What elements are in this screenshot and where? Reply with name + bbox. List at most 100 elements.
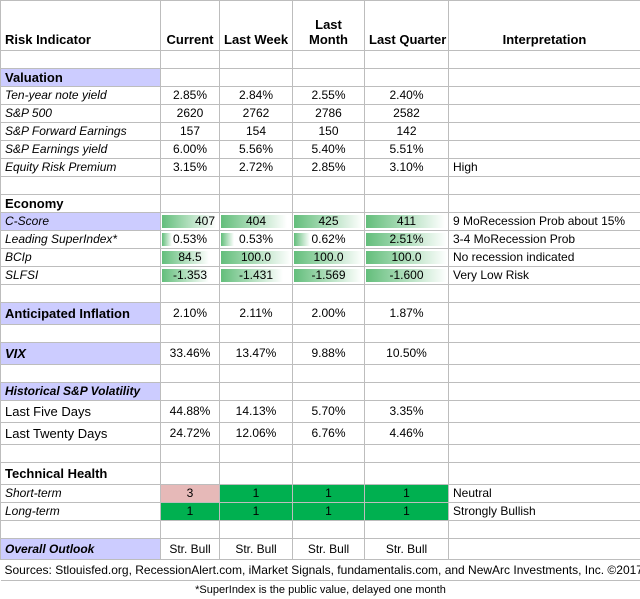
row-label: VIX	[1, 343, 161, 365]
value-last-quarter: 2582	[365, 105, 449, 123]
interpretation-cell	[449, 87, 640, 105]
value-current: 2.10%	[161, 303, 220, 325]
header-risk-indicator: Risk Indicator	[1, 1, 161, 51]
row-label: Last Five Days	[1, 401, 161, 423]
value-last-month: 9.88%	[293, 343, 365, 365]
table-row: Long-term 1 1 1 1 Strongly Bullish	[1, 503, 640, 521]
row-label: SLFSI	[1, 267, 161, 285]
section-title-volatility: Historical S&P Volatility	[1, 383, 161, 401]
value-current: 2.85%	[161, 87, 220, 105]
databar-cell: 404	[220, 213, 293, 231]
databar-cell: 100.0	[365, 249, 449, 267]
value-current: Str. Bull	[161, 539, 220, 560]
row-label: Last Twenty Days	[1, 423, 161, 445]
databar-cell: 2.51%	[365, 231, 449, 249]
interpretation-cell: Neutral	[449, 485, 640, 503]
footnote-text: *SuperIndex is the public value, delayed…	[1, 581, 640, 599]
row-label: BCIp	[1, 249, 161, 267]
value-last-week: 13.47%	[220, 343, 293, 365]
interpretation-cell: High	[449, 159, 640, 177]
interpretation-cell: Very Low Risk	[449, 267, 640, 285]
value-current: 3.15%	[161, 159, 220, 177]
row-label: Overall Outlook	[1, 539, 161, 560]
value-last-week: 5.56%	[220, 141, 293, 159]
row-label: S&P Earnings yield	[1, 141, 161, 159]
value-last-week: 2.72%	[220, 159, 293, 177]
value-last-quarter: 4.46%	[365, 423, 449, 445]
section-title-technical: Technical Health	[1, 463, 161, 485]
value-current: 3	[161, 485, 220, 503]
value-current: 44.88%	[161, 401, 220, 423]
value-last-quarter: 5.51%	[365, 141, 449, 159]
interpretation-cell: 9 MoRecession Prob about 15%	[449, 213, 640, 231]
table-row: BCIp 84.5 100.0 100.0 100.0 No recession…	[1, 249, 640, 267]
value-last-week: 154	[220, 123, 293, 141]
header-row: Risk Indicator Current Last Week Last Mo…	[1, 1, 640, 51]
value-last-quarter: 142	[365, 123, 449, 141]
row-label: Short-term	[1, 485, 161, 503]
value-last-quarter: 1	[365, 485, 449, 503]
value-last-quarter: 10.50%	[365, 343, 449, 365]
databar-cell: -1.431	[220, 267, 293, 285]
section-technical: Technical Health	[1, 463, 640, 485]
row-label: Long-term	[1, 503, 161, 521]
value-last-quarter: 3.10%	[365, 159, 449, 177]
sources-row: Sources: Stlouisfed.org, RecessionAlert.…	[1, 560, 640, 581]
table-row: Last Five Days 44.88% 14.13% 5.70% 3.35%	[1, 401, 640, 423]
interpretation-cell	[449, 141, 640, 159]
value-last-quarter: 1.87%	[365, 303, 449, 325]
databar-cell: -1.353	[161, 267, 220, 285]
value-last-month: Str. Bull	[293, 539, 365, 560]
interpretation-cell	[449, 123, 640, 141]
header-last-week: Last Week	[220, 1, 293, 51]
value-last-week: 2.84%	[220, 87, 293, 105]
value-last-week: 1	[220, 503, 293, 521]
databar-cell: 411	[365, 213, 449, 231]
value-last-month: 6.76%	[293, 423, 365, 445]
databar-cell: 425	[293, 213, 365, 231]
row-anticipated-inflation: Anticipated Inflation 2.10% 2.11% 2.00% …	[1, 303, 640, 325]
table-row: S&P 500 2620 2762 2786 2582	[1, 105, 640, 123]
value-last-quarter: 2.40%	[365, 87, 449, 105]
section-valuation: Valuation	[1, 69, 640, 87]
table-row: Ten-year note yield 2.85% 2.84% 2.55% 2.…	[1, 87, 640, 105]
value-last-month: 1	[293, 485, 365, 503]
databar-cell: 0.53%	[220, 231, 293, 249]
table-row: S&P Earnings yield 6.00% 5.56% 5.40% 5.5…	[1, 141, 640, 159]
row-label: Anticipated Inflation	[1, 303, 161, 325]
value-last-week: 2762	[220, 105, 293, 123]
table-row: S&P Forward Earnings 157 154 150 142	[1, 123, 640, 141]
value-last-quarter: Str. Bull	[365, 539, 449, 560]
value-last-month: 1	[293, 503, 365, 521]
databar-cell: 100.0	[293, 249, 365, 267]
value-last-quarter: 1	[365, 503, 449, 521]
value-last-month: 5.70%	[293, 401, 365, 423]
section-economy: Economy	[1, 195, 640, 213]
databar-cell: 84.5	[161, 249, 220, 267]
databar-cell: 0.53%	[161, 231, 220, 249]
row-label: C-Score	[1, 213, 161, 231]
row-label: Equity Risk Premium	[1, 159, 161, 177]
interpretation-cell: 3-4 MoRecession Prob	[449, 231, 640, 249]
value-current: 1	[161, 503, 220, 521]
value-last-month: 2.55%	[293, 87, 365, 105]
value-last-month: 2.85%	[293, 159, 365, 177]
value-last-month: 2.00%	[293, 303, 365, 325]
value-last-month: 2786	[293, 105, 365, 123]
databar-cell: 100.0	[220, 249, 293, 267]
value-last-month: 5.40%	[293, 141, 365, 159]
value-last-week: Str. Bull	[220, 539, 293, 560]
value-current: 33.46%	[161, 343, 220, 365]
value-last-month: 150	[293, 123, 365, 141]
sources-text: Sources: Stlouisfed.org, RecessionAlert.…	[1, 560, 640, 581]
databar-cell: 407	[161, 213, 220, 231]
header-last-quarter: Last Quarter	[365, 1, 449, 51]
interpretation-cell: No recession indicated	[449, 249, 640, 267]
databar-cell: -1.569	[293, 267, 365, 285]
table-row: C-Score 407 404 425 411 9 MoRecession Pr…	[1, 213, 640, 231]
value-last-week: 2.11%	[220, 303, 293, 325]
row-label: S&P Forward Earnings	[1, 123, 161, 141]
row-label: S&P 500	[1, 105, 161, 123]
value-last-week: 1	[220, 485, 293, 503]
